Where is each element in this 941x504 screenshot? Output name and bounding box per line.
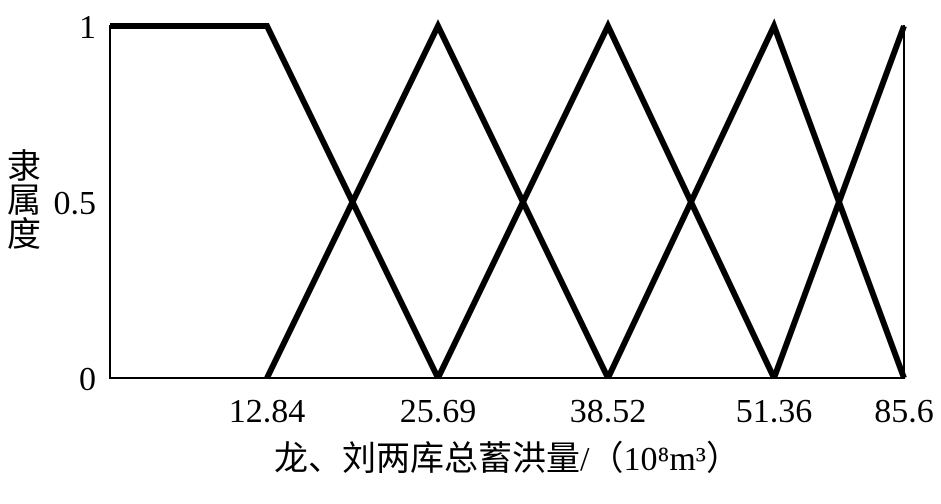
membership-function-chart: 0 0.5 1 隶属度 12.84 25.69 38.52 51.36 85.6 龙、刘两库总蓄洪…: [0, 0, 941, 504]
membership-series-1: [267, 26, 608, 378]
x-tick-label: 85.6: [874, 393, 934, 430]
chart-svg: 0 0.5 1 隶属度 12.84 25.69 38.52 51.36 85.6 龙、刘两库总蓄洪…: [0, 0, 941, 504]
y-tick-label: 1: [79, 9, 96, 46]
x-tick-label: 25.69: [400, 393, 477, 430]
y-axis-label-char: 度: [7, 216, 41, 254]
membership-series-3: [608, 26, 904, 378]
y-axis-label-char: 属: [7, 183, 41, 220]
y-tick-label: 0.5: [54, 185, 97, 222]
x-tick-label: 12.84: [229, 393, 306, 430]
membership-series-0: [110, 26, 438, 378]
y-tick-label: 0: [79, 361, 96, 398]
y-axis-label-char: 隶: [7, 148, 41, 186]
x-tick-label: 51.36: [736, 393, 813, 430]
x-axis-label: 龙、刘两库总蓄洪量/（10⁸m³）: [274, 440, 740, 478]
x-tick-label: 38.52: [570, 393, 647, 430]
membership-series-2: [438, 26, 774, 378]
